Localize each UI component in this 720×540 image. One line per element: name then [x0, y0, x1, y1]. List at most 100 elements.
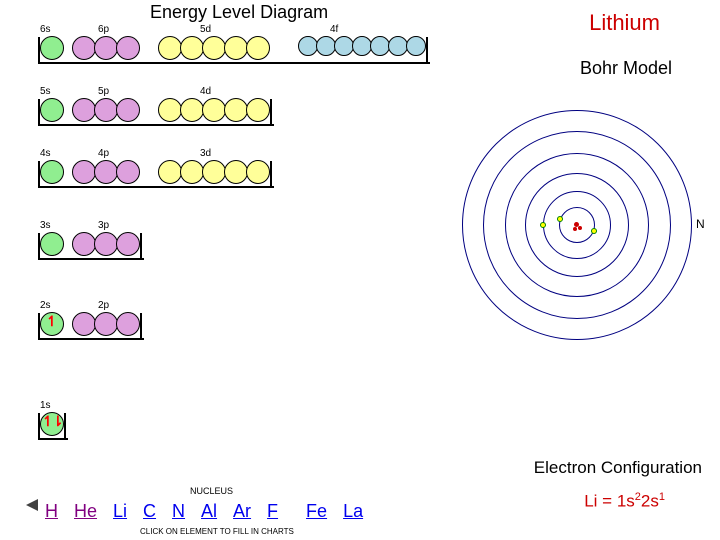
sublevel-label: 6p — [98, 24, 109, 35]
orbital-d — [246, 36, 270, 60]
element-link-N[interactable]: N — [172, 501, 185, 521]
orbital-d — [158, 98, 182, 122]
orbital-d — [202, 160, 226, 184]
baseline-end — [38, 161, 40, 186]
orbital-p — [72, 36, 96, 60]
sublevel-label: 2p — [98, 300, 109, 311]
sublevel-label: 4p — [98, 148, 109, 159]
orbital-p — [116, 36, 140, 60]
nucleus-n-label: N — [696, 217, 705, 231]
bohr-electron — [540, 222, 546, 228]
nucleus-label: NUCLEUS — [190, 486, 233, 496]
orbital-d — [158, 160, 182, 184]
element-link-Ar[interactable]: Ar — [233, 501, 251, 521]
orbital-d — [246, 160, 270, 184]
orbital-d — [180, 160, 204, 184]
baseline — [38, 62, 430, 64]
baseline — [38, 124, 274, 126]
orbital-p — [94, 232, 118, 256]
orbital-p — [94, 160, 118, 184]
orbital-d — [202, 36, 226, 60]
sublevel-label: 3d — [200, 148, 211, 159]
orbital-p — [72, 160, 96, 184]
sublevel-label: 4f — [330, 24, 338, 35]
click-instruction: CLICK ON ELEMENT TO FILL IN CHARTS — [140, 527, 294, 536]
sublevel-label: 5d — [200, 24, 211, 35]
orbital-p — [116, 160, 140, 184]
baseline-end — [38, 99, 40, 124]
baseline-end — [270, 161, 272, 186]
element-link-La[interactable]: La — [343, 501, 363, 521]
sublevel-label: 3s — [40, 220, 51, 231]
orbital-f — [352, 36, 372, 56]
element-link-Fe[interactable]: Fe — [306, 501, 327, 521]
orbital-p — [72, 98, 96, 122]
nucleus-dot — [573, 227, 577, 231]
baseline-end — [270, 99, 272, 124]
baseline-end — [140, 313, 142, 338]
baseline-end — [38, 233, 40, 258]
electron-arrow: ↿ — [46, 313, 58, 330]
sublevel-label: 6s — [40, 24, 51, 35]
element-link-F[interactable]: F — [267, 501, 278, 521]
orbital-d — [158, 36, 182, 60]
baseline-end — [38, 37, 40, 62]
orbital-d — [180, 36, 204, 60]
bohr-electron — [557, 216, 563, 222]
electron-config-value: Li = 1s22s1 — [584, 491, 665, 512]
orbital-s — [40, 160, 64, 184]
element-link-Li[interactable]: Li — [113, 501, 127, 521]
baseline-end — [38, 413, 40, 438]
sublevel-label: 1s — [40, 400, 51, 411]
orbital-p — [72, 312, 96, 336]
orbital-d — [246, 98, 270, 122]
orbital-f — [298, 36, 318, 56]
orbital-p — [72, 232, 96, 256]
orbital-p — [94, 36, 118, 60]
element-link-C[interactable]: C — [143, 501, 156, 521]
orbital-d — [224, 98, 248, 122]
sublevel-label: 5s — [40, 86, 51, 97]
orbital-s — [40, 232, 64, 256]
element-link-bar: H He Li CN Al Ar F Fe La — [45, 501, 379, 522]
sublevel-label: 3p — [98, 220, 109, 231]
orbital-s — [40, 98, 64, 122]
element-link-Al[interactable]: Al — [201, 501, 217, 521]
electron-config-label: Electron Configuration — [534, 458, 702, 478]
orbital-d — [180, 98, 204, 122]
element-name: Lithium — [589, 10, 660, 36]
orbital-p — [116, 98, 140, 122]
baseline — [38, 338, 144, 340]
nucleus-dot — [578, 226, 582, 230]
orbital-d — [202, 98, 226, 122]
y-axis-label: Arbitrary Energy Scale — [0, 322, 36, 340]
baseline-end — [140, 233, 142, 258]
orbital-f — [370, 36, 390, 56]
orbital-p — [94, 98, 118, 122]
orbital-f — [316, 36, 336, 56]
orbital-f — [334, 36, 354, 56]
bohr-model: N — [462, 110, 692, 340]
baseline — [38, 438, 68, 440]
orbital-p — [94, 312, 118, 336]
electron-arrow: ⇂ — [52, 413, 64, 430]
baseline-end — [64, 413, 66, 438]
element-link-He[interactable]: He — [74, 501, 97, 521]
bohr-model-label: Bohr Model — [580, 58, 672, 79]
orbital-s — [40, 36, 64, 60]
sublevel-label: 4s — [40, 148, 51, 159]
orbital-d — [224, 160, 248, 184]
baseline — [38, 258, 144, 260]
orbital-p — [116, 312, 140, 336]
orbital-f — [406, 36, 426, 56]
baseline-end — [426, 37, 428, 62]
sublevel-label: 4d — [200, 86, 211, 97]
baseline — [38, 186, 274, 188]
orbital-f — [388, 36, 408, 56]
orbital-d — [224, 36, 248, 60]
back-arrow-icon[interactable] — [24, 497, 40, 518]
element-link-H[interactable]: H — [45, 501, 58, 521]
diagram-title: Energy Level Diagram — [150, 2, 328, 23]
baseline-end — [38, 313, 40, 338]
sublevel-label: 2s — [40, 300, 51, 311]
